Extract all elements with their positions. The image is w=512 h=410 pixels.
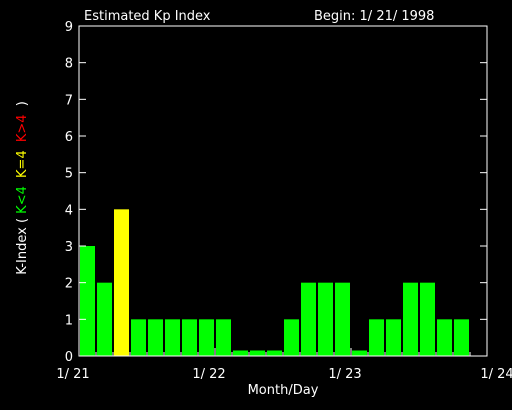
kp-bar (216, 319, 231, 356)
kp-bar (80, 246, 95, 356)
chart-title: Estimated Kp Index (84, 9, 211, 24)
kp-bar (437, 319, 452, 356)
y-tick-label: 5 (65, 167, 73, 182)
kp-bar (165, 319, 180, 356)
kp-bar (386, 319, 401, 356)
y-tick-label: 9 (65, 20, 73, 35)
kp-bar (199, 319, 214, 356)
kp-bar (369, 319, 384, 356)
x-tick-label: 1/ 21 (56, 367, 89, 382)
kp-bar (131, 319, 146, 356)
x-tick-label: 1/ 22 (192, 367, 225, 382)
y-axis-label-high: K>4 (15, 114, 30, 142)
y-tick-label: 4 (65, 203, 73, 218)
y-axis-label-suffix: ) (15, 101, 30, 106)
y-tick-label: 3 (65, 240, 73, 255)
y-axis-label-low: K<4 (15, 186, 30, 214)
kp-bar (284, 319, 299, 356)
kp-bar (318, 282, 333, 356)
y-axis-ticks: 0 1 2 3 4 5 6 7 8 9 (65, 20, 487, 365)
y-tick-label: 2 (65, 277, 73, 292)
x-axis-ticks: 1/ 21 1/ 22 1/ 23 1/ 24 (56, 348, 512, 382)
kp-bar (250, 350, 265, 356)
y-tick-label: 8 (65, 57, 73, 72)
y-axis-label: K-Index ( K<4 K=4 K>4 ) (15, 101, 30, 275)
x-tick-label: 1/ 23 (328, 367, 361, 382)
bar-series (80, 209, 469, 356)
x-axis-label: Month/Day (248, 383, 319, 398)
y-axis-label-prefix: K-Index ( (15, 218, 30, 275)
kp-bar (420, 282, 435, 356)
y-axis-label-mid: K=4 (15, 150, 30, 178)
y-tick-label: 0 (65, 350, 73, 365)
y-tick-label: 6 (65, 130, 73, 145)
chart-subtitle: Begin: 1/ 21/ 1998 (314, 9, 434, 24)
kp-bar (267, 350, 282, 356)
y-tick-label: 7 (65, 93, 73, 108)
kp-bar (301, 282, 316, 356)
kp-bar (114, 209, 129, 356)
kp-bar (97, 282, 112, 356)
kp-bar (148, 319, 163, 356)
kp-bar (182, 319, 197, 356)
kp-bar (352, 350, 367, 356)
kp-bar (454, 319, 469, 356)
x-tick-label: 1/ 24 (480, 367, 512, 382)
plot-frame (78, 25, 488, 357)
kp-bar (403, 282, 418, 356)
kp-bar (335, 282, 350, 356)
y-tick-label: 1 (65, 313, 73, 328)
kp-bar (233, 350, 248, 356)
